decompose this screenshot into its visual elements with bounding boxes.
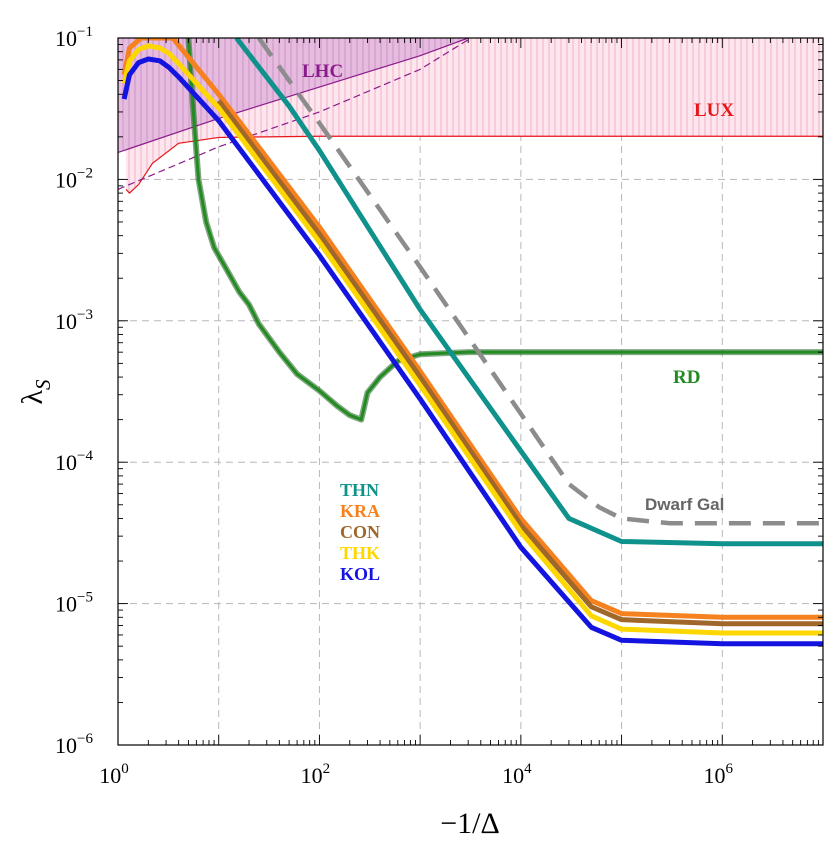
y-tick-label: 10−1 (55, 24, 93, 51)
x-axis-title: −1/Δ (440, 807, 500, 840)
x-tick-label: 102 (301, 761, 331, 788)
series-kra-line (121, 38, 823, 620)
lux-label: LUX (694, 100, 734, 121)
y-axis-symbol: λ (16, 390, 49, 405)
y-tick-label: 10−6 (55, 731, 93, 758)
series-thn-line (234, 38, 823, 547)
exclusion-regions (118, 38, 823, 194)
lux-boundary-line (125, 135, 823, 194)
lhc-projection-line (118, 38, 472, 190)
legend-kol: KOL (340, 564, 380, 584)
dwarf-gal-label: Dwarf Gal (645, 495, 724, 514)
plot-background (118, 38, 823, 745)
legend: THN KRA CON THK KOL (340, 480, 380, 584)
legend-con: CON (340, 522, 380, 542)
series-kol-line (121, 56, 823, 647)
y-tick-label: 10−4 (55, 448, 93, 475)
x-tick-label: 104 (502, 761, 532, 788)
y-tick-label: 10−3 (55, 307, 93, 334)
y-axis-title: λS (16, 379, 55, 405)
tick-labels: 100 102 104 106 10−1 10−2 10−3 10−4 10−5 10−6 (55, 24, 734, 788)
svg-text:λS: λS (16, 379, 55, 405)
series-con-line (216, 99, 823, 627)
series-thk-line (121, 43, 823, 636)
lhc-excluded-region (118, 38, 469, 153)
plot-frame (117, 37, 824, 746)
legend-thk: THK (340, 543, 380, 563)
y-tick-label: 10−5 (55, 590, 93, 617)
lhc-label: LHC (302, 61, 343, 82)
y-axis-subscript: S (31, 379, 55, 390)
y-tick-label: 10−2 (55, 165, 93, 192)
legend-kra: KRA (340, 501, 380, 521)
axis-ticks (117, 37, 823, 746)
lhc-boundary-line (118, 38, 469, 154)
series-dwarf-gal-line (256, 38, 823, 526)
legend-thn: THN (340, 480, 379, 500)
rd-label: RD (673, 367, 700, 388)
x-tick-label: 106 (704, 761, 734, 788)
x-tick-label: 100 (99, 761, 129, 788)
series-rd-line (186, 38, 823, 422)
series-layer (121, 38, 823, 647)
